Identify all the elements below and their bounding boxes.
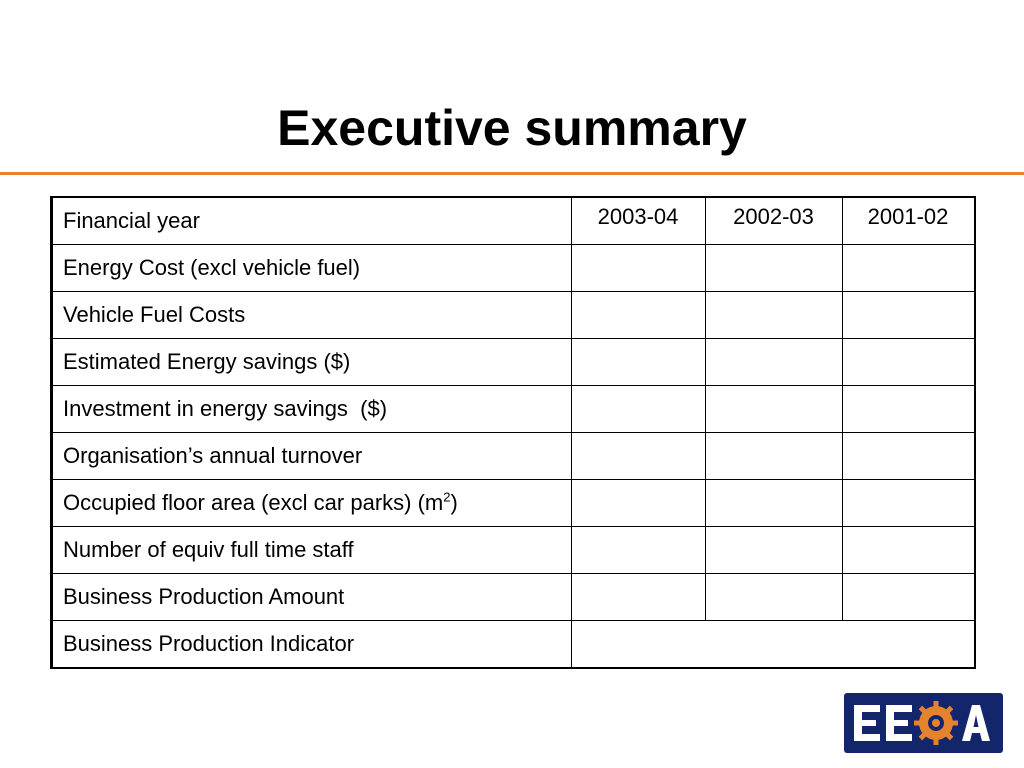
table-cell[interactable] (570, 291, 706, 339)
row-label-main: Occupied floor area (excl car parks) (m (63, 490, 444, 515)
row-label-superscript: 2 (443, 489, 451, 505)
table-cell[interactable] (570, 244, 706, 292)
table-cell[interactable] (841, 385, 975, 433)
logo-letter-e1 (854, 705, 880, 741)
table-cell[interactable] (704, 291, 843, 339)
table-row: Number of equiv full time staff (51, 526, 975, 574)
logo-letter-a (962, 705, 990, 741)
row-label: Investment in energy savings ($) (51, 385, 572, 433)
summary-table: Financial year 2003-04 2002-03 2001-02 E… (50, 196, 976, 669)
sun-gear-icon (914, 701, 958, 745)
table-row: Organisation’s annual turnover (51, 432, 975, 480)
table-cell[interactable] (704, 479, 843, 527)
table-cell[interactable] (841, 291, 975, 339)
table-row: Vehicle Fuel Costs (51, 291, 975, 339)
table-cell[interactable] (570, 338, 706, 386)
row-label: Business Production Indicator (51, 620, 572, 668)
table-row: Estimated Energy savings ($) (51, 338, 975, 386)
table-cell[interactable] (841, 479, 975, 527)
header-year-2001-02: 2001-02 (841, 197, 975, 245)
table-cell[interactable] (704, 526, 843, 574)
table-cell[interactable] (841, 244, 975, 292)
table-cell[interactable] (704, 432, 843, 480)
table-cell[interactable] (704, 338, 843, 386)
logo-letter-e2 (886, 705, 912, 741)
row-label: Number of equiv full time staff (51, 526, 572, 574)
table-cell[interactable] (570, 573, 706, 621)
table-row: Investment in energy savings ($) (51, 385, 975, 433)
header-year-2002-03: 2002-03 (704, 197, 843, 245)
row-label: Business Production Amount (51, 573, 572, 621)
header-year-2003-04: 2003-04 (570, 197, 706, 245)
table-cell[interactable] (570, 385, 706, 433)
table-cell[interactable] (841, 526, 975, 574)
table-cell[interactable] (570, 479, 706, 527)
table-cell[interactable] (841, 573, 975, 621)
table-cell[interactable] (570, 432, 706, 480)
table-cell[interactable] (704, 385, 843, 433)
table-row: Business Production Amount (51, 573, 975, 621)
table-row: Occupied floor area (excl car parks) (m2… (51, 479, 975, 527)
row-label: Vehicle Fuel Costs (51, 291, 572, 339)
row-label: Occupied floor area (excl car parks) (m2… (51, 479, 572, 527)
row-label: Energy Cost (excl vehicle fuel) (51, 244, 572, 292)
table-row: Business Production Indicator (51, 620, 975, 668)
title-divider (0, 172, 1024, 175)
row-label: Organisation’s annual turnover (51, 432, 572, 480)
table-cell[interactable] (704, 244, 843, 292)
table-header-row: Financial year 2003-04 2002-03 2001-02 (51, 197, 975, 245)
table-cell-merged[interactable] (570, 620, 975, 668)
table-cell[interactable] (704, 573, 843, 621)
eeca-logo-graphic (854, 701, 990, 745)
table-cell[interactable] (841, 432, 975, 480)
header-financial-year: Financial year (51, 197, 572, 245)
table-cell[interactable] (841, 338, 975, 386)
table-row: Energy Cost (excl vehicle fuel) (51, 244, 975, 292)
slide-title: Executive summary (277, 100, 747, 156)
row-label-end: ) (450, 490, 458, 515)
table-cell[interactable] (570, 526, 706, 574)
eeca-logo (844, 693, 1003, 753)
row-label: Estimated Energy savings ($) (51, 338, 572, 386)
